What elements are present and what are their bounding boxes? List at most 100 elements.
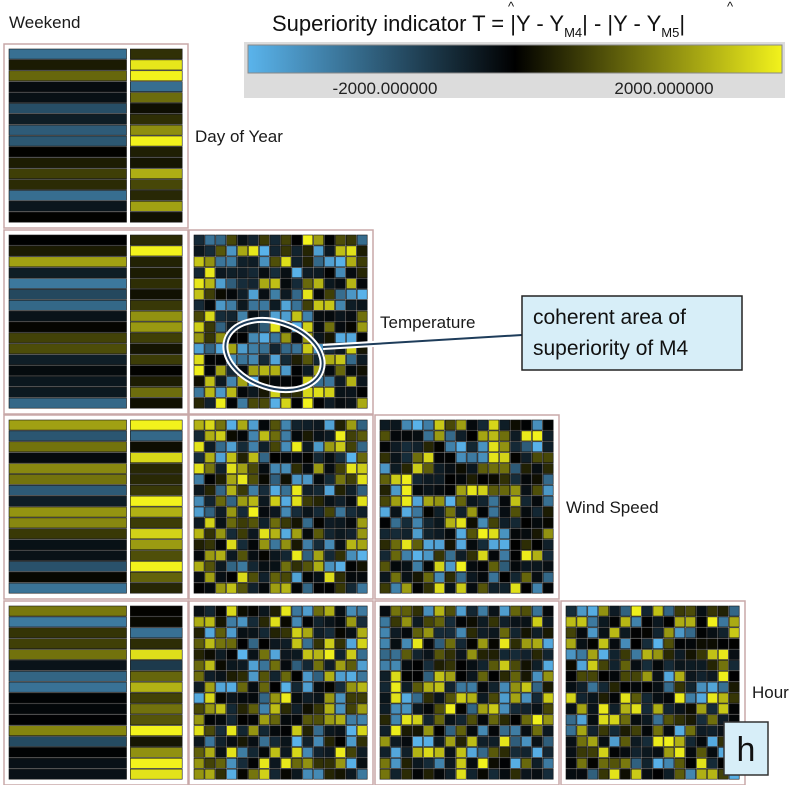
heatmap-cell [324, 638, 335, 649]
heatmap-cell [302, 747, 314, 758]
heatmap-cell [291, 463, 303, 474]
heatmap-cell [423, 550, 434, 561]
heatmap-cell [280, 430, 292, 442]
heatmap-cell [499, 638, 510, 649]
heatmap-cell [499, 757, 510, 769]
heatmap-cell [685, 627, 696, 639]
heatmap-cell [335, 736, 346, 747]
heatmap-cell [412, 605, 423, 617]
heatmap-cell [8, 59, 127, 71]
heatmap-cell [215, 299, 227, 311]
heatmap-cell [226, 649, 237, 660]
heatmap-cell [204, 539, 216, 550]
heatmap-cell [620, 736, 631, 747]
heatmap-cell [444, 725, 456, 736]
heatmap-cell [412, 660, 423, 671]
heatmap-cell [324, 452, 335, 463]
heatmap-cell [576, 768, 588, 780]
heatmap-cell [510, 441, 521, 453]
heatmap-cell [685, 670, 696, 682]
heatmap-cell [717, 627, 729, 639]
heatmap-cell [412, 681, 423, 693]
panel-temperature-vs-wind-speed [374, 414, 560, 600]
panel-day-of-year-vs-temperature [188, 229, 374, 415]
heatmap-cell [8, 354, 127, 365]
heatmap-cell [269, 757, 281, 769]
heatmap-cell [237, 495, 248, 507]
heatmap-cell [291, 660, 303, 671]
heatmap-cell [455, 725, 467, 736]
heatmap-cell [345, 386, 357, 398]
heatmap-cell [335, 365, 346, 376]
heatmap-cell [335, 278, 346, 289]
heatmap-cell [356, 638, 368, 649]
heatmap-cell [728, 692, 740, 704]
heatmap-cell [630, 725, 642, 736]
variable-label-hour: Hour [752, 683, 789, 702]
heatmap-cell [258, 397, 270, 409]
heatmap-cell [620, 670, 631, 682]
heatmap-cell [466, 539, 478, 550]
heatmap-cell [335, 681, 346, 693]
heatmap-cell [379, 430, 391, 442]
heatmap-cell [226, 638, 237, 649]
heatmap-cell [302, 397, 314, 409]
heatmap-cell [130, 70, 183, 82]
heatmap-cell [335, 289, 346, 300]
heatmap-cell [215, 605, 227, 617]
heatmap-cell [215, 245, 227, 257]
heatmap-cell [280, 365, 292, 376]
heatmap-cell [324, 299, 335, 311]
heatmap-cell [356, 660, 368, 671]
heatmap-cell [226, 605, 237, 617]
heatmap-cell [356, 310, 368, 322]
heatmap-cell [652, 768, 664, 780]
heatmap-cell [609, 725, 620, 736]
heatmap-cell [8, 386, 127, 398]
heatmap-cell [531, 638, 543, 649]
heatmap-cell [269, 681, 281, 693]
heatmap-cell [641, 605, 653, 617]
heatmap-cell [313, 550, 324, 561]
heatmap-cell [335, 561, 346, 572]
heatmap-cell [215, 571, 227, 583]
heatmap-cell [291, 582, 303, 594]
heatmap-cell [291, 616, 303, 628]
heatmap-cell [335, 495, 346, 507]
heatmap-cell [291, 310, 303, 322]
heatmap-cell [324, 310, 335, 322]
heatmap-cell [258, 627, 270, 639]
heatmap-cell [226, 725, 237, 736]
heatmap-cell [531, 506, 543, 518]
heatmap-cell [565, 670, 577, 682]
heatmap-cell [620, 616, 631, 628]
heatmap-cell [8, 397, 127, 409]
heatmap-cell [390, 582, 402, 594]
heatmap-cell [291, 506, 303, 518]
heatmap-cell [345, 638, 357, 649]
heatmap-cell [269, 376, 281, 387]
heatmap-cell [226, 539, 237, 550]
heatmap-cell [130, 430, 183, 442]
heatmap-cell [237, 736, 248, 747]
heatmap-cell [499, 582, 510, 594]
heatmap-cell [565, 757, 577, 769]
heatmap-cell [324, 616, 335, 628]
annotation-ellipse [224, 319, 324, 391]
heatmap-cell [335, 332, 346, 344]
heatmap-cell [356, 463, 368, 474]
heatmap-cell [455, 561, 467, 572]
heatmap-cell [313, 638, 324, 649]
heatmap-cell [130, 81, 183, 92]
heatmap-cell [269, 463, 281, 474]
heatmap-cell [390, 495, 402, 507]
heatmap-cell [193, 736, 205, 747]
heatmap-cell [444, 550, 456, 561]
heatmap-cell [237, 245, 248, 257]
heatmap-cell [609, 703, 620, 715]
heatmap-cell [215, 386, 227, 398]
heatmap-cell [379, 571, 391, 583]
heatmap-cell [269, 692, 281, 704]
heatmap-cell [8, 135, 127, 147]
heatmap-cell [379, 725, 391, 736]
